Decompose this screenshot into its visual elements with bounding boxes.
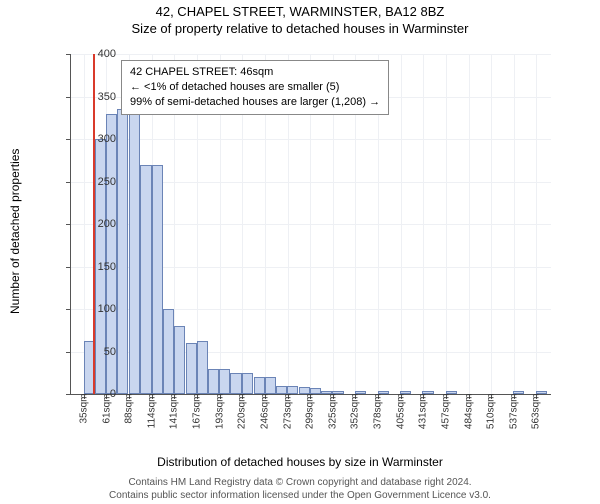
gridline-v xyxy=(423,54,424,394)
xtick-label: 431sqm xyxy=(418,394,429,444)
gridline-v xyxy=(514,54,515,394)
histogram-bar xyxy=(254,377,265,394)
plot-area: 35sqm61sqm88sqm114sqm141sqm167sqm193sqm2… xyxy=(70,54,551,395)
annotation-box: 42 CHAPEL STREET: 46sqm← <1% of detached… xyxy=(121,60,389,115)
histogram-bar xyxy=(208,369,219,395)
y-axis-label: Number of detached properties xyxy=(8,149,22,314)
ytick-mark xyxy=(66,97,71,98)
histogram-bar xyxy=(140,165,151,395)
xtick-label: 405sqm xyxy=(395,394,406,444)
xtick-label: 484sqm xyxy=(463,394,474,444)
xtick-label: 141sqm xyxy=(169,394,180,444)
chart-title: 42, CHAPEL STREET, WARMINSTER, BA12 8BZ xyxy=(0,4,600,19)
histogram-bar xyxy=(129,114,140,395)
histogram-bar xyxy=(355,391,366,394)
xtick-label: 325sqm xyxy=(327,394,338,444)
histogram-bar xyxy=(378,391,389,394)
histogram-bar xyxy=(422,391,433,394)
xtick-label: 167sqm xyxy=(192,394,203,444)
histogram-bar xyxy=(152,165,163,395)
ytick-label: 100 xyxy=(76,303,116,315)
ytick-mark xyxy=(66,182,71,183)
xtick-label: 537sqm xyxy=(508,394,519,444)
annotation-line: 99% of semi-detached houses are larger (… xyxy=(130,95,380,110)
xtick-label: 273sqm xyxy=(282,394,293,444)
ytick-mark xyxy=(66,309,71,310)
footnote: Contains HM Land Registry data © Crown c… xyxy=(0,477,600,502)
xtick-label: 378sqm xyxy=(373,394,384,444)
histogram-bar xyxy=(230,373,241,394)
gridline-v xyxy=(536,54,537,394)
ytick-label: 0 xyxy=(76,388,116,400)
histogram-bar xyxy=(400,391,411,394)
ytick-mark xyxy=(66,54,71,55)
histogram-bar xyxy=(163,309,174,394)
histogram-bar xyxy=(186,343,197,394)
gridline-v xyxy=(491,54,492,394)
xtick-label: 457sqm xyxy=(440,394,451,444)
xtick-label: 61sqm xyxy=(101,394,112,444)
histogram-bar xyxy=(332,391,343,394)
ytick-label: 350 xyxy=(76,91,116,103)
histogram-bar xyxy=(321,391,332,394)
xtick-label: 246sqm xyxy=(259,394,270,444)
footnote-line-2: Contains public sector information licen… xyxy=(109,490,491,501)
histogram-bar xyxy=(174,326,185,394)
chart-container: { "title": "42, CHAPEL STREET, WARMINSTE… xyxy=(0,4,600,504)
histogram-bar xyxy=(310,388,321,394)
histogram-bar xyxy=(265,377,276,394)
gridline-v xyxy=(469,54,470,394)
xtick-label: 114sqm xyxy=(146,394,157,444)
xtick-label: 563sqm xyxy=(531,394,542,444)
ytick-label: 300 xyxy=(76,133,116,145)
xtick-label: 88sqm xyxy=(124,394,135,444)
ytick-label: 250 xyxy=(76,176,116,188)
xtick-label: 299sqm xyxy=(305,394,316,444)
histogram-bar xyxy=(219,369,230,395)
xtick-label: 510sqm xyxy=(486,394,497,444)
xtick-label: 35sqm xyxy=(78,394,89,444)
histogram-bar xyxy=(536,391,547,394)
xtick-label: 220sqm xyxy=(237,394,248,444)
xtick-label: 193sqm xyxy=(214,394,225,444)
gridline-v xyxy=(446,54,447,394)
ytick-label: 50 xyxy=(76,346,116,358)
histogram-bar xyxy=(299,387,310,394)
annotation-line: 42 CHAPEL STREET: 46sqm xyxy=(130,65,380,80)
annotation-line: ← <1% of detached houses are smaller (5) xyxy=(130,80,380,95)
histogram-bar xyxy=(513,391,524,394)
histogram-bar xyxy=(117,109,128,394)
footnote-line-1: Contains HM Land Registry data © Crown c… xyxy=(128,477,471,488)
gridline-v xyxy=(401,54,402,394)
x-axis-label: Distribution of detached houses by size … xyxy=(0,455,600,469)
chart-subtitle: Size of property relative to detached ho… xyxy=(0,21,600,36)
histogram-bar xyxy=(242,373,253,394)
ytick-label: 200 xyxy=(76,218,116,230)
xtick-label: 352sqm xyxy=(350,394,361,444)
ytick-mark xyxy=(66,224,71,225)
ytick-mark xyxy=(66,267,71,268)
ytick-mark xyxy=(66,139,71,140)
histogram-bar xyxy=(446,391,457,394)
ytick-label: 400 xyxy=(76,48,116,60)
histogram-bar xyxy=(287,386,298,395)
histogram-bar xyxy=(197,341,208,394)
ytick-label: 150 xyxy=(76,261,116,273)
histogram-bar xyxy=(276,386,287,395)
ytick-mark xyxy=(66,352,71,353)
ytick-mark xyxy=(66,394,71,395)
